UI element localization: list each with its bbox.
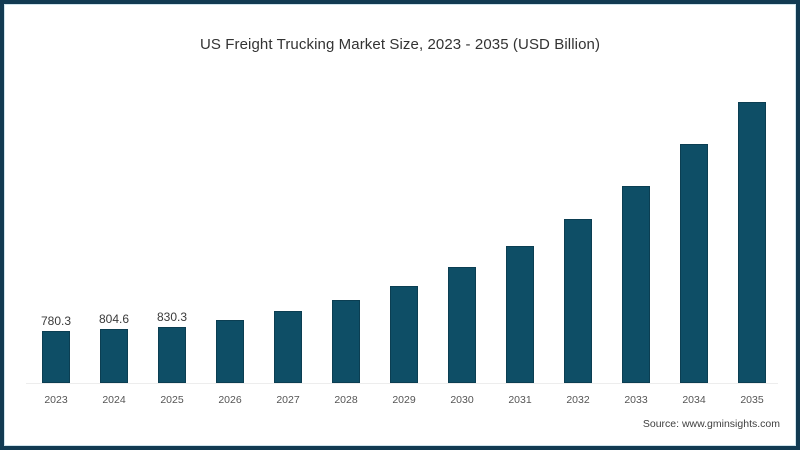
- bar-2028[interactable]: [332, 300, 360, 383]
- x-tick-label-2026: 2026: [218, 394, 242, 406]
- bar-2023[interactable]: [42, 331, 70, 383]
- bar-2032[interactable]: [564, 219, 592, 383]
- bar-2026[interactable]: [216, 320, 244, 383]
- bar-2033[interactable]: [622, 186, 650, 383]
- x-tick-label-2024: 2024: [102, 394, 126, 406]
- bar-2029[interactable]: [390, 286, 418, 383]
- bar-2034[interactable]: [680, 144, 708, 383]
- source-attribution: Source: www.gminsights.com: [642, 418, 780, 430]
- x-tick-label-2035: 2035: [740, 394, 764, 406]
- bar-value-label: 780.3: [40, 314, 72, 328]
- x-tick-label-2028: 2028: [334, 394, 358, 406]
- x-tick-label-2031: 2031: [508, 394, 532, 406]
- x-axis-line: [26, 383, 778, 384]
- bar-2025[interactable]: [158, 327, 186, 383]
- x-tick-label-2032: 2032: [566, 394, 590, 406]
- x-tick-label-2030: 2030: [450, 394, 474, 406]
- bar-2024[interactable]: [100, 329, 128, 383]
- x-tick-label-2027: 2027: [276, 394, 300, 406]
- bar-2035[interactable]: [738, 102, 766, 383]
- plot-area: 780.3 2023 804.6 2024 830.3 2025 2026 20…: [4, 4, 796, 446]
- bar-value-label: 804.6: [98, 312, 130, 326]
- x-tick-label-2033: 2033: [624, 394, 648, 406]
- x-tick-label-2025: 2025: [160, 394, 184, 406]
- x-tick-label-2034: 2034: [682, 394, 706, 406]
- bar-2027[interactable]: [274, 311, 302, 383]
- x-tick-label-2023: 2023: [44, 394, 68, 406]
- bar-2030[interactable]: [448, 267, 476, 383]
- bar-value-label: 830.3: [156, 310, 188, 324]
- x-tick-label-2029: 2029: [392, 394, 416, 406]
- bar-2031[interactable]: [506, 246, 534, 383]
- chart-title: US Freight Trucking Market Size, 2023 - …: [199, 36, 601, 53]
